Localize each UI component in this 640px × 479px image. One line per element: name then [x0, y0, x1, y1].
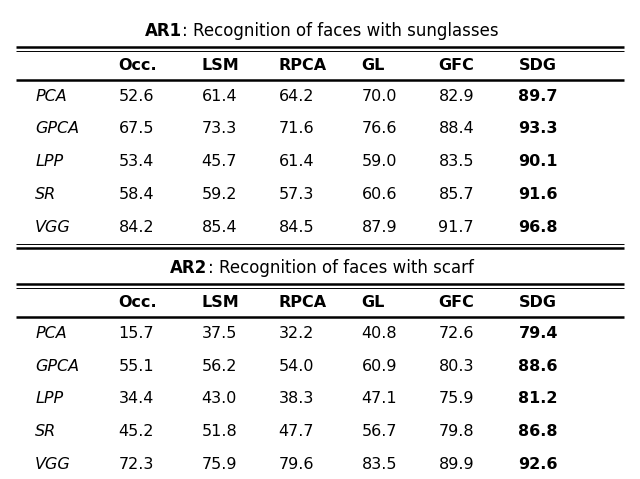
Text: GL: GL — [362, 57, 385, 73]
Text: 84.2: 84.2 — [118, 220, 154, 235]
Text: LPP: LPP — [35, 391, 63, 406]
Text: SR: SR — [35, 187, 56, 202]
Text: 57.3: 57.3 — [278, 187, 314, 202]
Text: 47.7: 47.7 — [278, 424, 314, 439]
Text: 55.1: 55.1 — [118, 359, 154, 374]
Text: 38.3: 38.3 — [278, 391, 314, 406]
Text: 75.9: 75.9 — [438, 391, 474, 406]
Text: 60.6: 60.6 — [362, 187, 397, 202]
Text: Occ.: Occ. — [118, 295, 157, 310]
Text: : Recognition of faces with scarf: : Recognition of faces with scarf — [207, 259, 474, 277]
Text: 67.5: 67.5 — [118, 122, 154, 137]
Text: 73.3: 73.3 — [202, 122, 237, 137]
Text: 92.6: 92.6 — [518, 457, 558, 472]
Text: 40.8: 40.8 — [362, 326, 397, 341]
Text: 45.2: 45.2 — [118, 424, 154, 439]
Text: 75.9: 75.9 — [202, 457, 237, 472]
Text: 85.7: 85.7 — [438, 187, 474, 202]
Text: 60.9: 60.9 — [362, 359, 397, 374]
Text: AR2: AR2 — [170, 259, 207, 277]
Text: 80.3: 80.3 — [438, 359, 474, 374]
Text: 90.1: 90.1 — [518, 154, 558, 169]
Text: 56.7: 56.7 — [362, 424, 397, 439]
Text: 85.4: 85.4 — [202, 220, 237, 235]
Text: 79.6: 79.6 — [278, 457, 314, 472]
Text: 58.4: 58.4 — [118, 187, 154, 202]
Text: 93.3: 93.3 — [518, 122, 558, 137]
Text: 83.5: 83.5 — [438, 154, 474, 169]
Text: GL: GL — [362, 295, 385, 310]
Text: 88.6: 88.6 — [518, 359, 558, 374]
Text: Occ.: Occ. — [118, 57, 157, 73]
Text: 37.5: 37.5 — [202, 326, 237, 341]
Text: 43.0: 43.0 — [202, 391, 237, 406]
Text: 47.1: 47.1 — [362, 391, 397, 406]
Text: LSM: LSM — [202, 57, 239, 73]
Text: 61.4: 61.4 — [278, 154, 314, 169]
Text: GFC: GFC — [438, 57, 474, 73]
Text: 84.5: 84.5 — [278, 220, 314, 235]
Text: 91.6: 91.6 — [518, 187, 558, 202]
Text: 54.0: 54.0 — [278, 359, 314, 374]
Text: 91.7: 91.7 — [438, 220, 474, 235]
Text: 81.2: 81.2 — [518, 391, 558, 406]
Text: 64.2: 64.2 — [278, 89, 314, 103]
Text: 86.8: 86.8 — [518, 424, 558, 439]
Text: LSM: LSM — [202, 295, 239, 310]
Text: 96.8: 96.8 — [518, 220, 558, 235]
Text: 79.8: 79.8 — [438, 424, 474, 439]
Text: 79.4: 79.4 — [518, 326, 558, 341]
Text: 72.3: 72.3 — [118, 457, 154, 472]
Text: 89.7: 89.7 — [518, 89, 558, 103]
Text: 72.6: 72.6 — [438, 326, 474, 341]
Text: 59.0: 59.0 — [362, 154, 397, 169]
Text: 32.2: 32.2 — [278, 326, 314, 341]
Text: PCA: PCA — [35, 326, 67, 341]
Text: 82.9: 82.9 — [438, 89, 474, 103]
Text: 56.2: 56.2 — [202, 359, 237, 374]
Text: 51.8: 51.8 — [202, 424, 237, 439]
Text: 53.4: 53.4 — [118, 154, 154, 169]
Text: 88.4: 88.4 — [438, 122, 474, 137]
Text: SDG: SDG — [518, 57, 556, 73]
Text: 59.2: 59.2 — [202, 187, 237, 202]
Text: 71.6: 71.6 — [278, 122, 314, 137]
Text: GPCA: GPCA — [35, 359, 79, 374]
Text: GFC: GFC — [438, 295, 474, 310]
Text: 52.6: 52.6 — [118, 89, 154, 103]
Text: VGG: VGG — [35, 457, 71, 472]
Text: PCA: PCA — [35, 89, 67, 103]
Text: VGG: VGG — [35, 220, 71, 235]
Text: LPP: LPP — [35, 154, 63, 169]
Text: 76.6: 76.6 — [362, 122, 397, 137]
Text: 83.5: 83.5 — [362, 457, 397, 472]
Text: 87.9: 87.9 — [362, 220, 397, 235]
Text: 89.9: 89.9 — [438, 457, 474, 472]
Text: RPCA: RPCA — [278, 57, 326, 73]
Text: 45.7: 45.7 — [202, 154, 237, 169]
Text: GPCA: GPCA — [35, 122, 79, 137]
Text: SR: SR — [35, 424, 56, 439]
Text: 15.7: 15.7 — [118, 326, 154, 341]
Text: 70.0: 70.0 — [362, 89, 397, 103]
Text: 34.4: 34.4 — [118, 391, 154, 406]
Text: RPCA: RPCA — [278, 295, 326, 310]
Text: SDG: SDG — [518, 295, 556, 310]
Text: 61.4: 61.4 — [202, 89, 237, 103]
Text: : Recognition of faces with sunglasses: : Recognition of faces with sunglasses — [182, 22, 499, 40]
Text: AR1: AR1 — [145, 22, 182, 40]
